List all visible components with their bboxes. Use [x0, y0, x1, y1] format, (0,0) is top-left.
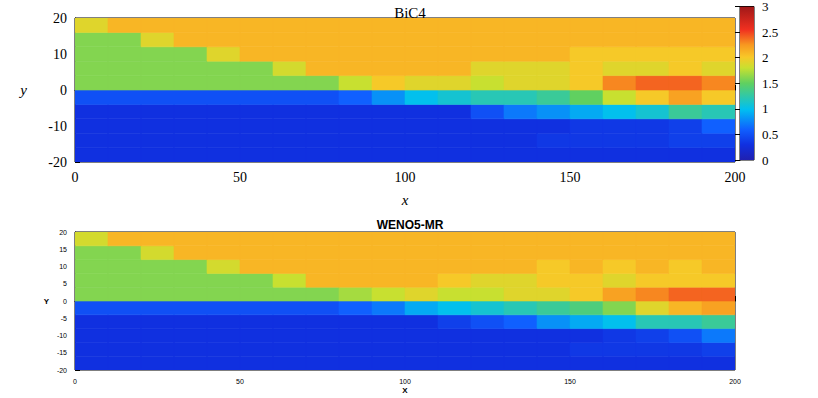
svg-text:y: y	[18, 82, 27, 98]
svg-text:-5: -5	[61, 315, 67, 322]
svg-text:100: 100	[399, 378, 411, 385]
svg-text:1.5: 1.5	[762, 76, 778, 91]
svg-text:15: 15	[59, 246, 67, 253]
svg-text:-20: -20	[57, 367, 67, 374]
svg-text:x: x	[401, 192, 409, 208]
svg-text:BiC4: BiC4	[394, 5, 426, 21]
svg-text:-10: -10	[57, 332, 67, 339]
svg-text:0: 0	[63, 298, 67, 305]
svg-text:0: 0	[762, 153, 769, 168]
svg-text:100: 100	[395, 170, 416, 185]
svg-text:0: 0	[73, 378, 77, 385]
svg-text:0.5: 0.5	[762, 127, 778, 142]
svg-text:150: 150	[564, 378, 576, 385]
svg-text:0: 0	[60, 83, 67, 98]
svg-text:200: 200	[729, 378, 741, 385]
svg-text:200: 200	[725, 170, 746, 185]
svg-text:50: 50	[236, 378, 244, 385]
svg-text:10: 10	[59, 263, 67, 270]
svg-text:20: 20	[59, 229, 67, 236]
svg-text:Y: Y	[44, 297, 50, 306]
svg-text:-20: -20	[48, 155, 67, 170]
svg-text:0: 0	[72, 170, 79, 185]
svg-text:10: 10	[53, 47, 67, 62]
svg-text:50: 50	[233, 170, 247, 185]
svg-text:2: 2	[762, 50, 769, 65]
svg-text:20: 20	[53, 11, 67, 26]
svg-text:X: X	[402, 386, 408, 395]
svg-text:150: 150	[560, 170, 581, 185]
svg-text:WENO5-MR: WENO5-MR	[377, 218, 444, 232]
svg-text:3: 3	[762, 0, 769, 14]
svg-text:-15: -15	[57, 349, 67, 356]
svg-text:1: 1	[762, 101, 769, 116]
svg-text:2.5: 2.5	[762, 25, 778, 40]
svg-text:-10: -10	[48, 119, 67, 134]
svg-text:5: 5	[63, 280, 67, 287]
